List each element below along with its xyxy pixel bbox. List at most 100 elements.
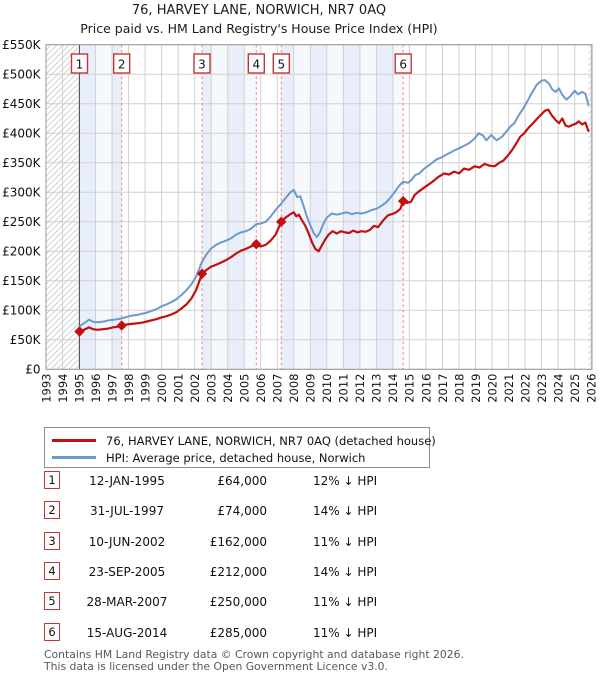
purchase-row: 1 12-JAN-1995 £64,000 12% ↓ HPI	[0, 471, 600, 491]
y-tick-label: £400K	[2, 127, 42, 141]
purchase-date-lines	[121, 44, 404, 370]
y-tick-label: £100K	[2, 304, 42, 318]
x-tick-label: 2007	[271, 374, 285, 403]
footer-line-2: This data is licensed under the Open Gov…	[44, 659, 388, 673]
purchase-flag-number-1: 1	[76, 58, 84, 72]
x-tick-label: 2015	[403, 374, 417, 403]
purchase-flag-box-2	[112, 53, 131, 74]
no-data-hatch-left	[46, 44, 80, 370]
page-subtitle: Price paid vs. HM Land Registry's House …	[80, 21, 438, 36]
purchase-price: £162,000	[209, 535, 267, 549]
x-axis-labels: 1993 1994 1995 1996 1997 1998 1999 2000 2001 2002…	[39, 374, 598, 403]
x-tick-label: 2009	[304, 374, 318, 403]
plot-frame	[45, 44, 593, 370]
purchase-row: 5 28-MAR-2007 £250,000 11% ↓ HPI	[0, 592, 600, 612]
x-tick-label: 2023	[535, 374, 549, 403]
purchase-date: 28-MAR-2007	[86, 595, 168, 609]
purchase-flag-box-4	[247, 53, 266, 74]
purchase-date: 12-JAN-1995	[89, 474, 165, 488]
price-paid-line	[78, 108, 590, 333]
x-tick-label: 1996	[89, 374, 103, 403]
price-line-swatch	[52, 439, 96, 442]
x-tick-label: 2022	[518, 374, 532, 403]
x-tick-label: 2014	[386, 374, 400, 403]
purchase-date: 15-AUG-2014	[86, 626, 168, 640]
purchase-row: 3 10-JUN-2002 £162,000 11% ↓ HPI	[0, 532, 600, 552]
purchase-flag-number-3: 3	[198, 58, 206, 72]
hpi-line-swatch	[52, 456, 96, 459]
purchase-row: 2 31-JUL-1997 £74,000 14% ↓ HPI	[0, 501, 600, 521]
purchase-number-badge: 6	[44, 623, 60, 641]
purchase-date: 31-JUL-1997	[90, 504, 164, 518]
x-tick-label: 2010	[320, 374, 334, 403]
y-tick-label: £50K	[10, 333, 42, 347]
y-tick-label: £500K	[2, 68, 42, 82]
purchase-marker-3	[196, 268, 208, 279]
purchase-hpi-delta: 14% ↓ HPI	[313, 565, 378, 579]
no-data-hatch-right	[588, 44, 592, 370]
x-tick-label: 2000	[155, 374, 169, 403]
x-tick-label: 2019	[469, 374, 483, 403]
x-tick-label: 2016	[419, 374, 433, 403]
x-tick-label: 2003	[205, 374, 219, 403]
x-tick-label: 2013	[370, 374, 384, 403]
y-tick-label: £250K	[2, 215, 42, 229]
x-tick-label: 1999	[138, 374, 152, 403]
x-tick-label: 1994	[56, 374, 70, 403]
purchase-flag-box-1	[70, 53, 89, 74]
purchase-date: 10-JUN-2002	[88, 535, 166, 549]
x-tick-label: 2020	[485, 374, 499, 403]
y-axis-labels: £0 £50K £100K £150K £200K £250K £300K £350K £400…	[2, 38, 42, 377]
legend-row-hpi: HPI: Average price, detached house, Norw…	[45, 449, 429, 466]
purchase-flag-number-4: 4	[252, 58, 260, 72]
purchase-hpi-delta: 11% ↓ HPI	[313, 535, 378, 549]
purchase-number-badge: 2	[44, 501, 60, 519]
x-tick-label: 1995	[72, 374, 86, 403]
x-tick-label: 2025	[568, 374, 582, 403]
purchase-hpi-delta: 12% ↓ HPI	[313, 474, 378, 488]
purchase-number-badge: 5	[44, 592, 60, 610]
x-tick-label: 1998	[122, 374, 136, 403]
x-tick-label: 2006	[254, 374, 268, 403]
purchase-markers	[74, 195, 409, 337]
x-tick-label: 1993	[39, 374, 53, 403]
x-tick-label: 2017	[436, 374, 450, 403]
footer-line-1: Contains HM Land Registry data © Crown c…	[44, 648, 464, 661]
ownership-period-bands	[79, 44, 404, 370]
purchase-row: 6 15-AUG-2014 £285,000 11% ↓ HPI	[0, 623, 600, 643]
purchase-flag-number-5: 5	[277, 58, 285, 72]
x-tick-label: 2004	[221, 374, 235, 403]
x-tick-label: 2011	[337, 374, 351, 403]
purchase-hpi-delta: 11% ↓ HPI	[313, 595, 378, 609]
purchase-price: £285,000	[209, 626, 267, 640]
chart-legend: 76, HARVEY LANE, NORWICH, NR7 0AQ (detac…	[44, 427, 436, 468]
legend-row-price: 76, HARVEY LANE, NORWICH, NR7 0AQ (detac…	[45, 432, 436, 449]
license-footer: Contains HM Land Registry data © Crown c…	[44, 649, 464, 672]
page-title: 76, HARVEY LANE, NORWICH, NR7 0AQ	[131, 3, 387, 18]
x-tick-label: 2002	[188, 374, 202, 403]
purchase-flag-box-6	[394, 53, 412, 74]
purchase-number-badge: 3	[44, 532, 60, 550]
purchase-price: £64,000	[217, 474, 267, 488]
y-tick-label: £550K	[2, 38, 42, 52]
purchase-flag-box-5	[272, 53, 290, 74]
purchase-number-badge: 4	[44, 562, 60, 580]
y-tick-label: £450K	[2, 97, 42, 111]
y-tick-label: £300K	[2, 186, 42, 200]
x-tick-label: 2024	[551, 374, 565, 403]
hpi-line	[78, 79, 590, 328]
purchase-marker-2	[116, 320, 127, 331]
y-tick-label: £350K	[2, 156, 42, 170]
purchase-number-badge: 1	[44, 471, 60, 489]
x-tick-label: 2012	[353, 374, 367, 403]
y-tick-label: £200K	[2, 245, 42, 259]
purchase-marker-1	[74, 326, 85, 337]
purchase-hpi-delta: 14% ↓ HPI	[313, 504, 378, 518]
purchase-marker-6	[398, 195, 409, 207]
x-tick-label: 2026	[585, 374, 599, 403]
purchase-price: £212,000	[209, 565, 267, 579]
purchase-price: £250,000	[209, 595, 267, 609]
y-tick-label: £0	[25, 363, 40, 377]
purchase-flag-box-3	[193, 53, 211, 74]
